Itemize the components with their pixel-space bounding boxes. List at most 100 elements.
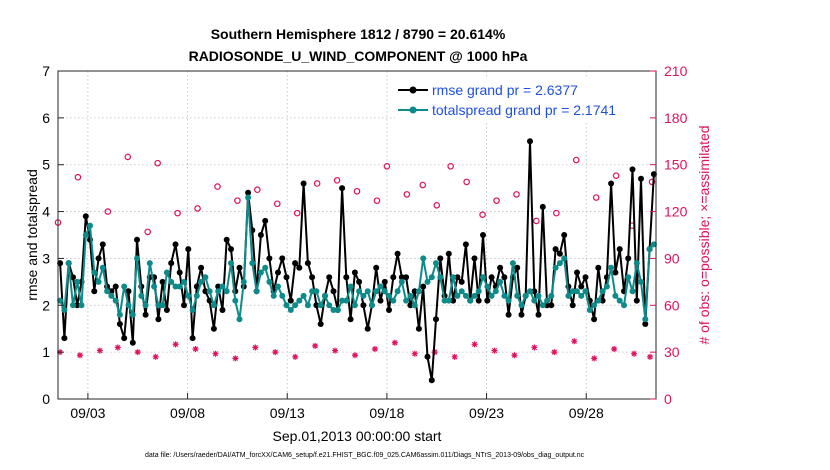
rmse-point (279, 255, 286, 262)
assimilated-obs-point (114, 344, 121, 351)
possible-obs-point (648, 178, 656, 186)
rmse-line (59, 140, 655, 382)
rmse-point (535, 311, 542, 318)
rmse-point (202, 288, 209, 295)
rmse-point (61, 335, 68, 342)
totalspread-point (322, 292, 328, 299)
totalspread-point (347, 283, 354, 290)
totalspread-point (116, 311, 123, 318)
rmse-point (210, 325, 217, 332)
possible-obs-point (104, 208, 112, 215)
totalspread-point (475, 288, 482, 295)
assimilated-obs-point (152, 353, 159, 360)
rmse-point (561, 232, 568, 238)
rmse-point (531, 288, 538, 295)
rmse-point (428, 377, 435, 384)
rmse-point (599, 297, 606, 304)
rmse-point (257, 232, 264, 238)
rmse-point (283, 274, 290, 281)
rmse-point (317, 321, 324, 327)
totalspread-point (505, 297, 512, 304)
totalspread-point (317, 302, 324, 309)
totalspread-point (304, 302, 311, 309)
rmse-point (633, 297, 640, 304)
rmse-point (326, 274, 333, 281)
totalspread-point (61, 307, 68, 313)
totalspread-point (514, 292, 521, 299)
rmse-point (262, 217, 269, 224)
rmse-point (501, 274, 508, 281)
rmse-point (159, 278, 166, 285)
totalspread-point (215, 288, 222, 295)
assimilated-obs-point (272, 349, 279, 356)
possible-obs-point (403, 191, 411, 198)
rmse-point (215, 283, 222, 290)
totalspread-point (377, 283, 384, 290)
totalspread-point (394, 288, 401, 295)
totalspread-point (642, 316, 649, 323)
totalspread-point (87, 222, 93, 229)
possible-obs-point (533, 217, 540, 225)
totalspread-point (497, 278, 504, 285)
possible-obs-point (433, 202, 441, 209)
assimilated-obs-point (252, 344, 259, 351)
totalspread-point (595, 297, 602, 304)
rmse-point (219, 307, 226, 313)
totalspread-point (134, 255, 140, 262)
totalspread-point (228, 260, 234, 267)
rmse-point (386, 307, 392, 313)
totalspread-point (99, 264, 106, 271)
rmse-point (287, 297, 294, 304)
rmse-point (437, 255, 444, 262)
possible-obs-point (553, 209, 560, 217)
y-tick-label: 4 (42, 204, 50, 220)
rmse-point (198, 264, 205, 271)
totalspread-point (121, 283, 128, 290)
totalspread-point (236, 316, 243, 323)
totalspread-point (424, 278, 431, 285)
totalspread-point (146, 260, 153, 267)
totalspread-point (232, 297, 239, 304)
assimilated-obs-point (192, 346, 199, 353)
assimilated-obs-point (371, 346, 378, 353)
rmse-point (390, 274, 397, 281)
y2-tick-label: 0 (664, 391, 672, 407)
totalspread-point (445, 297, 452, 304)
totalspread-point (129, 311, 136, 318)
totalspread-point (458, 288, 465, 295)
x-tick-label: 09/08 (170, 405, 205, 421)
rmse-point (134, 236, 140, 243)
rmse-point (450, 297, 457, 304)
rmse-point (480, 232, 486, 238)
data-file-note: data file: /Users/raeder/DAI/ATM_forcXX/… (145, 452, 585, 459)
totalspread-point (616, 297, 623, 304)
rmse-point (582, 274, 589, 281)
assimilated-obs-point (232, 355, 239, 362)
chart-title: Southern Hemisphere 1812 / 8790 = 20.614… (211, 26, 506, 42)
totalspread-point (198, 278, 205, 285)
possible-obs-point (333, 177, 341, 184)
rmse-point (181, 302, 187, 309)
rmse-point (407, 302, 414, 309)
x-tick-label: 09/23 (469, 405, 504, 421)
rmse-point (454, 274, 461, 281)
rmse-point (57, 260, 64, 267)
rmse-point (70, 274, 76, 281)
totalspread-point (471, 292, 478, 299)
plot-frame (57, 70, 657, 400)
x-tick-label: 09/28 (569, 405, 604, 421)
y-tick-label: 3 (42, 250, 50, 266)
totalspread-point (646, 246, 653, 253)
possible-obs-point (174, 209, 181, 217)
totalspread-point (287, 307, 294, 313)
rmse-point (223, 236, 230, 243)
totalspread-point (104, 288, 111, 295)
rmse-point (638, 175, 644, 182)
totalspread-point (368, 302, 375, 309)
assimilated-obs-point (391, 339, 398, 346)
rmse-point (300, 180, 307, 187)
totalspread-point (275, 283, 281, 290)
y2-tick-label: 90 (664, 250, 680, 266)
totalspread-point (300, 292, 307, 299)
rmse-point (74, 302, 81, 309)
